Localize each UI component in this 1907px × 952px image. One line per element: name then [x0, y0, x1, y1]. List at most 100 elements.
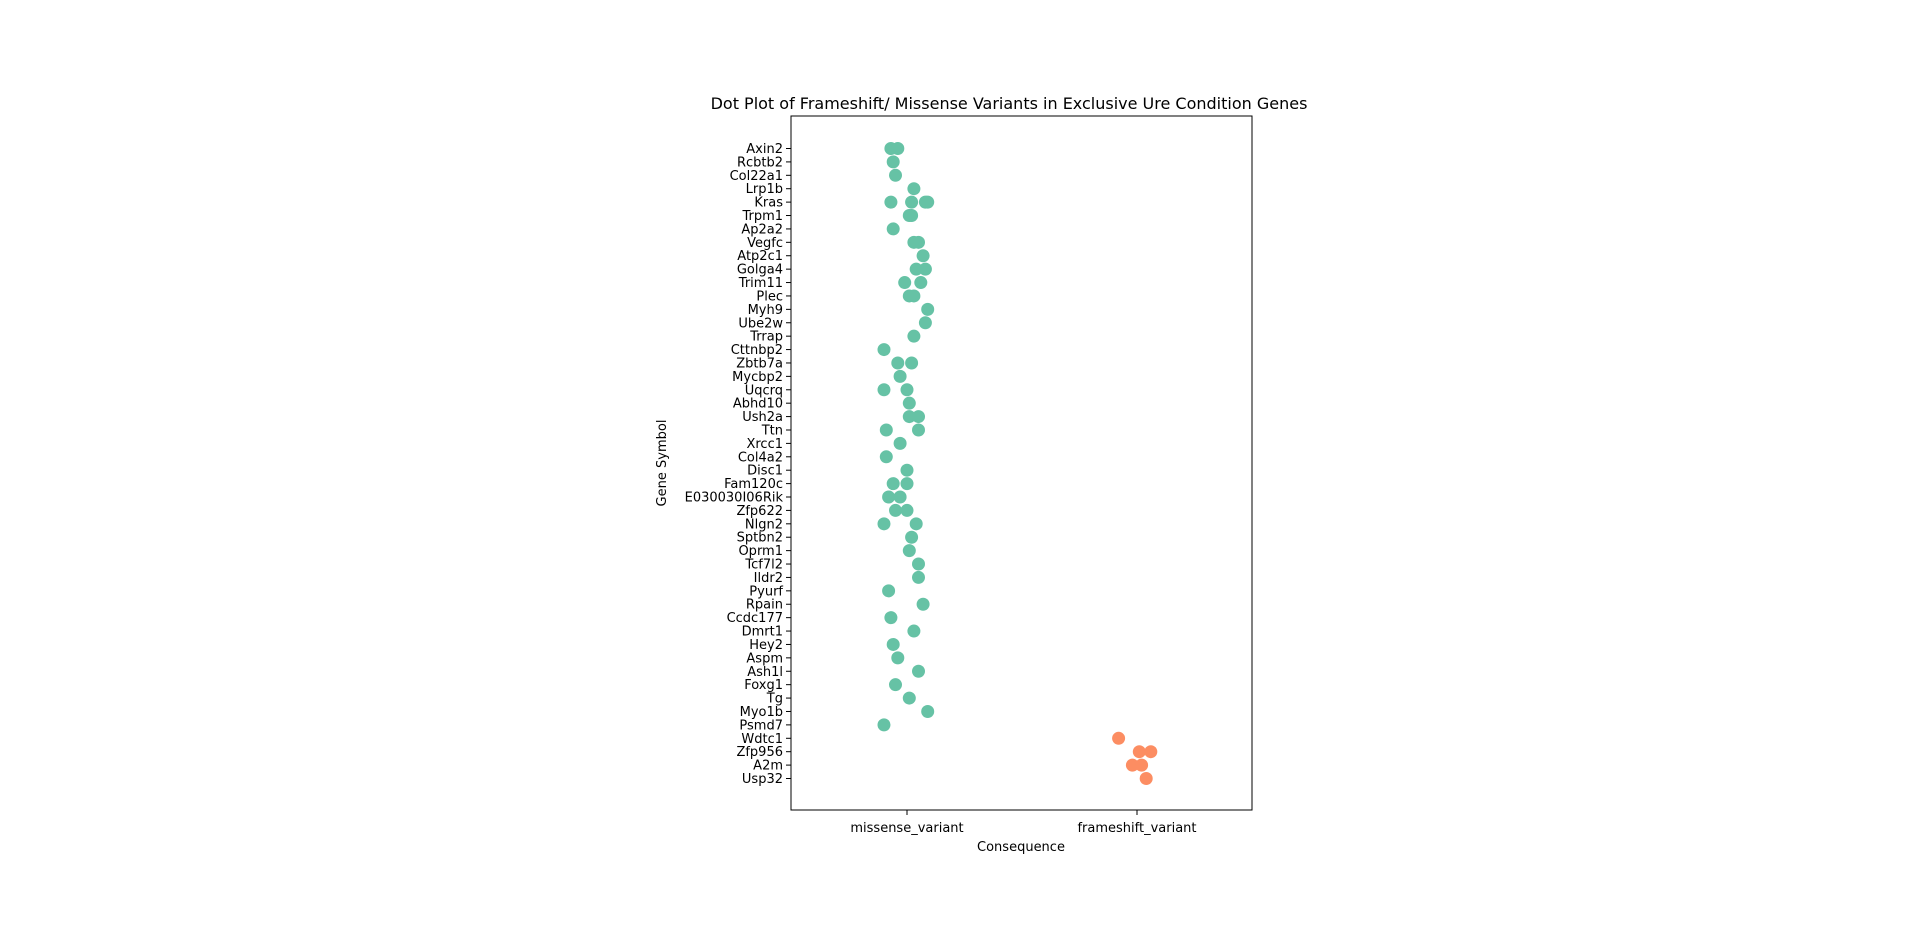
data-point [886, 155, 900, 169]
data-point [912, 410, 925, 424]
data-point [898, 276, 912, 290]
y-tick-label: Plec [756, 289, 783, 304]
data-point [879, 450, 893, 464]
y-tick-label: Usp32 [742, 772, 783, 787]
y-tick-label: Ash1l [747, 665, 783, 680]
data-point [916, 249, 930, 263]
data-point [912, 423, 925, 437]
y-tick-label: Sptbn2 [737, 531, 783, 546]
data-point [1125, 758, 1139, 772]
data-point [902, 544, 916, 558]
y-tick-label: Rpain [746, 598, 783, 613]
y-tick-label: Tcf7l2 [744, 558, 783, 573]
y-tick-label: Zfp956 [736, 745, 783, 760]
data-point [905, 209, 919, 223]
y-tick-label: Golga4 [737, 263, 783, 278]
data-point [891, 651, 905, 665]
data-point [918, 316, 932, 330]
y-tick-label: A2m [753, 759, 783, 774]
y-tick-label: Vegfc [747, 236, 783, 251]
y-tick-label: Ildr2 [754, 571, 783, 586]
data-point [905, 356, 919, 370]
y-tick-label: Dmrt1 [742, 625, 783, 640]
data-point [882, 490, 896, 504]
y-tick-label: Oprm1 [738, 544, 783, 559]
data-point [902, 396, 916, 410]
y-tick-label: E030030I06Rik [685, 491, 784, 506]
data-point [1132, 745, 1146, 759]
y-tick-label: Wdtc1 [741, 732, 783, 747]
x-tick-label: frameshift_variant [1077, 821, 1196, 836]
y-tick-label: Zfp622 [736, 504, 783, 519]
y-tick-label: Foxg1 [744, 678, 783, 693]
y-axis-label: Gene Symbol [655, 420, 670, 507]
data-point [877, 517, 891, 531]
data-point [893, 490, 907, 504]
y-tick-label: Myh9 [748, 303, 783, 318]
data-point [893, 436, 907, 450]
data-point [921, 302, 935, 316]
y-tick-label: Ap2a2 [741, 222, 783, 237]
data-point [909, 262, 923, 276]
data-point [916, 597, 930, 611]
data-point [891, 356, 905, 370]
data-point [1112, 731, 1126, 745]
data-point [877, 383, 891, 397]
data-point [907, 182, 921, 196]
y-tick-label: Tg [766, 692, 783, 707]
data-point [1144, 745, 1158, 759]
data-point [884, 611, 898, 625]
y-tick-label: Rcbtb2 [737, 155, 783, 170]
data-point [909, 517, 923, 531]
y-tick-label: Col22a1 [730, 169, 783, 184]
y-tick-label: Mycbp2 [732, 370, 783, 385]
data-point [905, 195, 919, 209]
x-axis-label: Consequence [977, 840, 1065, 855]
y-axis-ticks: Axin2Rcbtb2Col22a1Lrp1bKrasTrpm1Ap2a2Veg… [685, 142, 791, 787]
y-tick-label: Ube2w [738, 316, 783, 331]
y-tick-label: Axin2 [746, 142, 783, 157]
y-tick-label: Kras [754, 196, 783, 211]
y-tick-label: Abhd10 [733, 397, 783, 412]
y-tick-label: Hey2 [749, 638, 783, 653]
y-tick-label: Ttn [761, 423, 783, 438]
y-tick-label: Psmd7 [739, 718, 783, 733]
y-tick-label: Uqcrq [745, 383, 783, 398]
data-point [912, 235, 925, 249]
y-tick-label: Fam120c [724, 477, 783, 492]
y-tick-label: Nlgn2 [745, 517, 783, 532]
data-point [889, 168, 902, 182]
y-tick-label: Col4a2 [738, 450, 783, 465]
y-tick-label: Pyurf [749, 584, 783, 599]
data-point [900, 463, 914, 477]
data-point [889, 503, 902, 517]
data-point [912, 570, 925, 584]
data-point [902, 691, 916, 705]
data-point [900, 383, 914, 397]
y-tick-label: Ush2a [742, 410, 783, 425]
data-point [907, 289, 921, 303]
y-tick-label: Cttnbp2 [731, 343, 783, 358]
y-tick-label: Zbtb7a [736, 356, 783, 371]
y-tick-label: Myo1b [740, 705, 783, 720]
chart-title: Dot Plot of Frameshift/ Missense Variant… [711, 94, 1308, 113]
data-point [921, 704, 935, 718]
y-tick-label: Disc1 [747, 464, 783, 479]
data-point [889, 678, 902, 692]
y-tick-label: Trrap [749, 330, 783, 345]
data-point [886, 222, 900, 236]
y-tick-label: Ccdc177 [727, 611, 783, 626]
data-point [914, 276, 928, 290]
y-tick-label: Trim11 [738, 276, 783, 291]
data-point [921, 195, 935, 209]
data-point [879, 423, 893, 437]
data-point [912, 557, 925, 571]
y-tick-label: Trpm1 [741, 209, 783, 224]
data-point [891, 142, 905, 155]
data-point [907, 329, 921, 343]
data-point [884, 195, 898, 209]
data-point [882, 584, 896, 598]
data-point [1139, 772, 1153, 785]
data-point [893, 369, 907, 383]
